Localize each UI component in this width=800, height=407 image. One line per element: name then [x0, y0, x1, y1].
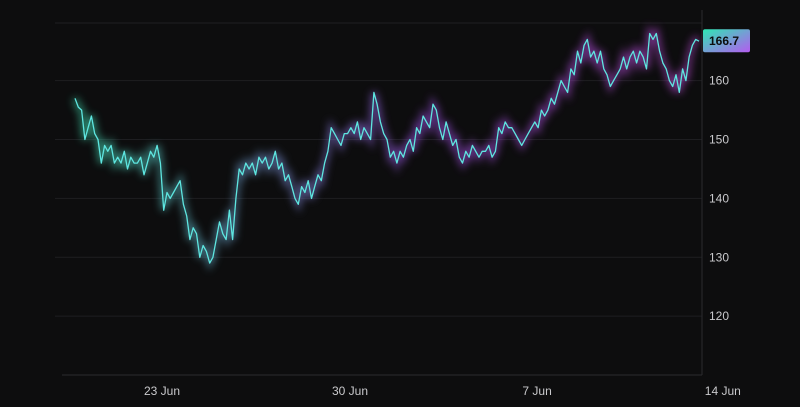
x-tick-label: 14 Jun: [705, 384, 741, 398]
last-value-label: 166.7: [709, 34, 739, 48]
last-value-badge-bg: [703, 29, 750, 53]
y-tick-label: 130: [709, 250, 729, 264]
series-layer: [72, 23, 701, 271]
x-tick-label: 7 Jun: [522, 384, 551, 398]
axes: 120 130 140 150 160 23 Jun 30 Jun 7 Jun 14 Jun: [62, 10, 741, 398]
y-tick-label: 150: [709, 133, 729, 147]
y-tick-label: 160: [709, 74, 729, 88]
x-tick-label: 23 Jun: [144, 384, 180, 398]
last-value-badge: 166.7: [703, 29, 750, 53]
y-tick-label: 140: [709, 191, 729, 205]
series-glow: [72, 23, 701, 271]
y-tick-label: 120: [709, 309, 729, 323]
x-tick-label: 30 Jun: [332, 384, 368, 398]
series-line: [74, 32, 700, 264]
